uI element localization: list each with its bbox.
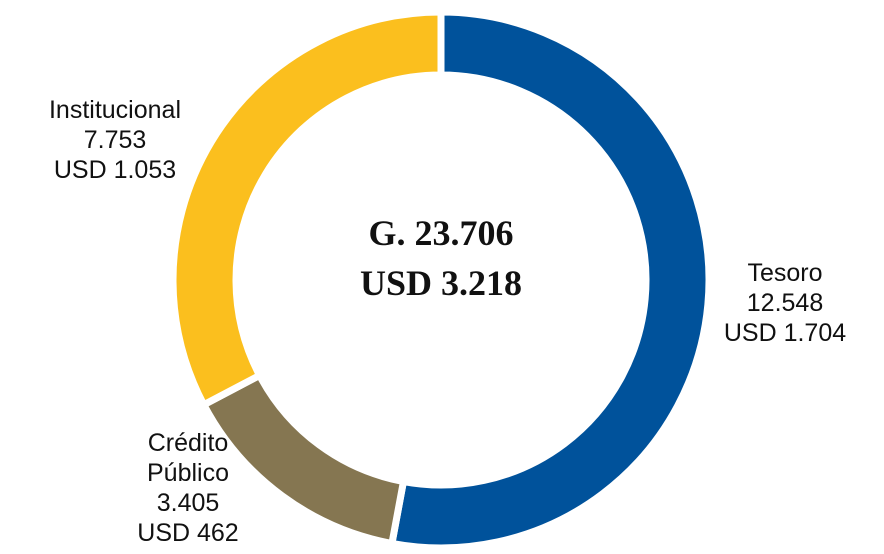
value-label: 12.548 (746, 289, 824, 317)
center-total-usd: USD 3.218 (359, 263, 523, 303)
usd-label: USD 1.704 (723, 319, 847, 347)
value-label: 3.405 (156, 489, 220, 517)
label-credito: Crédito Público 3.405 USD 462 (118, 428, 258, 548)
donut-slice (169, 8, 445, 410)
value-label: 7.753 (83, 126, 147, 154)
center-total: G. 23.706 (368, 213, 514, 253)
category: Crédito Público (147, 429, 229, 487)
category: Tesoro (747, 259, 823, 287)
usd-label: USD 462 (137, 519, 239, 547)
category: Institucional (48, 96, 182, 124)
usd-label: USD 1.053 (53, 156, 177, 184)
donut-slice (387, 8, 713, 552)
label-institucional: Institucional 7.753 USD 1.053 (20, 95, 210, 185)
label-tesoro: Tesoro 12.548 USD 1.704 (700, 258, 870, 348)
